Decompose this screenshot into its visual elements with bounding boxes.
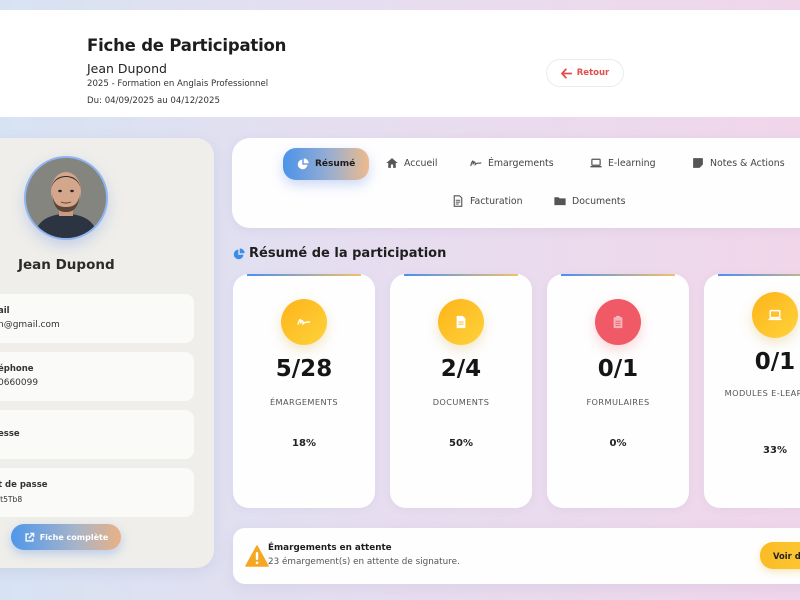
phone-value: 0660099 bbox=[0, 378, 39, 388]
tab-resume[interactable]: Résumé bbox=[283, 148, 370, 180]
stat-value: 2/4 bbox=[440, 356, 482, 382]
pie-chart-icon bbox=[297, 158, 309, 170]
summary-title: Résumé de la participation bbox=[233, 246, 446, 261]
back-button-label: Retour bbox=[576, 68, 610, 78]
pie-chart-icon bbox=[233, 247, 245, 259]
training-title: 2025 - Formation en Anglais Professionne… bbox=[87, 79, 269, 89]
avatar bbox=[26, 158, 106, 238]
stat-percent: 18% bbox=[292, 438, 316, 449]
training-dates: Du: 04/09/2025 au 04/12/2025 bbox=[87, 96, 220, 106]
clipboard-icon bbox=[613, 315, 623, 329]
participant-name: Jean Dupond bbox=[87, 61, 167, 76]
tab-accueil-label: Accueil bbox=[404, 157, 438, 169]
sticky-note-icon bbox=[693, 158, 703, 168]
stat-percent: 0% bbox=[609, 438, 627, 449]
page-title: Fiche de Participation bbox=[87, 36, 287, 55]
stat-value: 5/28 bbox=[275, 356, 333, 382]
laptop-icon bbox=[590, 158, 602, 168]
tab-facturation[interactable]: Facturation bbox=[452, 186, 523, 216]
tab-facturation-label: Facturation bbox=[470, 195, 523, 207]
tab-documents-label: Documents bbox=[572, 195, 626, 207]
profile-panel: Jean Dupond ail n@gmail.com éphone 06600… bbox=[0, 138, 214, 568]
portrait-photo bbox=[26, 158, 106, 238]
password-label: t de passe bbox=[0, 480, 48, 490]
stat-card-elearning: 0/1 MODULES E-LEARNING 33% bbox=[704, 274, 800, 508]
stat-icon-circle bbox=[438, 299, 484, 345]
email-label: ail bbox=[0, 306, 10, 316]
info-card-password: t de passe lt5Tb8 bbox=[0, 468, 194, 517]
info-card-phone: éphone 0660099 bbox=[0, 352, 194, 401]
tab-elearning-label: E-learning bbox=[608, 157, 656, 169]
stat-percent: 50% bbox=[449, 438, 473, 449]
back-button[interactable]: Retour bbox=[546, 59, 624, 87]
tabs-panel: Résumé Accueil Émargements E-learning No… bbox=[232, 138, 800, 228]
view-details-button[interactable]: Voir de bbox=[760, 542, 800, 569]
tab-accueil[interactable]: Accueil bbox=[386, 148, 437, 178]
full-sheet-button[interactable]: Fiche complète bbox=[11, 524, 121, 550]
stat-percent: 33% bbox=[763, 445, 787, 456]
info-card-address: esse bbox=[0, 410, 194, 459]
stat-label: DOCUMENTS bbox=[432, 397, 490, 407]
stat-label: MODULES E-LEARNING bbox=[724, 388, 800, 398]
tab-documents[interactable]: Documents bbox=[554, 186, 625, 216]
pending-signatures-alert: Émargements en attente 23 émargement(s) … bbox=[233, 528, 800, 584]
page-header: Fiche de Participation Jean Dupond 2025 … bbox=[0, 10, 800, 117]
stat-value: 0/1 bbox=[754, 349, 796, 375]
stat-icon-circle bbox=[752, 292, 798, 338]
alert-title: Émargements en attente bbox=[268, 543, 392, 553]
invoice-icon bbox=[453, 195, 463, 207]
stat-card-documents: 2/4 DOCUMENTS 50% bbox=[390, 274, 532, 508]
address-label: esse bbox=[0, 429, 20, 439]
warning-icon bbox=[245, 545, 269, 567]
email-value: n@gmail.com bbox=[0, 320, 60, 330]
stat-card-emargements: 5/28 ÉMARGEMENTS 18% bbox=[233, 274, 375, 508]
laptop-icon bbox=[768, 309, 782, 321]
full-sheet-label: Fiche complète bbox=[39, 532, 109, 542]
stat-label: FORMULAIRES bbox=[586, 397, 650, 407]
signature-icon bbox=[470, 160, 482, 167]
home-icon bbox=[386, 158, 398, 168]
stat-icon-circle bbox=[281, 299, 327, 345]
alert-description: 23 émargement(s) en attente de signature… bbox=[268, 557, 460, 567]
stat-icon-circle bbox=[595, 299, 641, 345]
arrow-left-icon bbox=[560, 67, 572, 79]
tab-emargements-label: Émargements bbox=[488, 157, 554, 169]
tab-emargements[interactable]: Émargements bbox=[470, 148, 554, 178]
file-icon bbox=[456, 315, 466, 329]
summary-title-text: Résumé de la participation bbox=[249, 246, 447, 261]
password-value: lt5Tb8 bbox=[0, 495, 23, 504]
external-link-icon bbox=[25, 532, 35, 542]
phone-label: éphone bbox=[0, 364, 34, 374]
info-card-email: ail n@gmail.com bbox=[0, 294, 194, 343]
tab-notes-actions[interactable]: Notes & Actions bbox=[692, 148, 785, 178]
tab-notes-actions-label: Notes & Actions bbox=[710, 157, 785, 169]
profile-name: Jean Dupond bbox=[18, 257, 115, 273]
signature-icon bbox=[297, 318, 311, 326]
tab-resume-label: Résumé bbox=[315, 159, 356, 169]
tab-elearning[interactable]: E-learning bbox=[590, 148, 656, 178]
stat-label: ÉMARGEMENTS bbox=[269, 397, 338, 407]
stat-value: 0/1 bbox=[597, 356, 639, 382]
stat-card-formulaires: 0/1 FORMULAIRES 0% bbox=[547, 274, 689, 508]
folder-icon bbox=[554, 197, 566, 206]
